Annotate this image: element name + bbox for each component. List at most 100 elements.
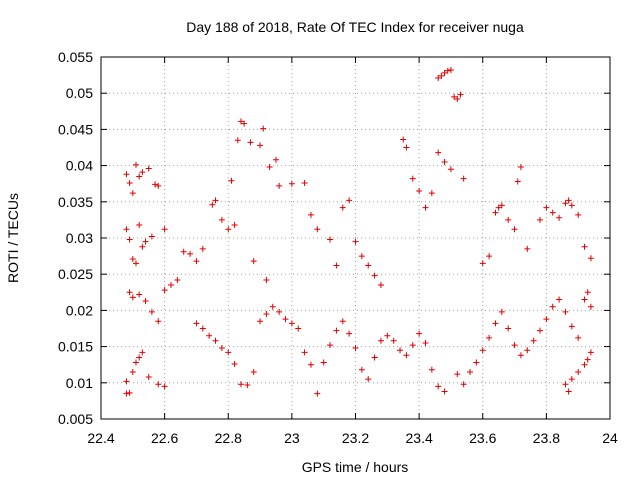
data-point bbox=[479, 260, 486, 267]
data-point bbox=[295, 325, 302, 332]
data-point bbox=[123, 171, 130, 178]
data-point bbox=[358, 253, 365, 260]
data-point bbox=[161, 383, 168, 390]
data-point bbox=[543, 204, 550, 211]
data-point bbox=[403, 352, 410, 359]
data-point bbox=[549, 209, 556, 216]
data-point bbox=[587, 349, 594, 356]
data-point bbox=[454, 371, 461, 378]
y-tick-label: 0.005 bbox=[58, 411, 93, 427]
data-point bbox=[416, 330, 423, 337]
data-point bbox=[276, 308, 283, 315]
data-point bbox=[346, 330, 353, 337]
data-point bbox=[352, 238, 359, 245]
y-tick-label: 0.02 bbox=[66, 302, 93, 318]
data-point bbox=[218, 345, 225, 352]
data-point bbox=[435, 74, 442, 81]
data-point bbox=[581, 296, 588, 303]
x-tick-label: 23.6 bbox=[469, 430, 496, 446]
data-point bbox=[288, 320, 295, 327]
data-point bbox=[517, 164, 524, 171]
data-point bbox=[575, 368, 582, 375]
data-point bbox=[148, 233, 155, 240]
data-point bbox=[247, 139, 254, 146]
data-point bbox=[206, 332, 213, 339]
data-point bbox=[152, 181, 159, 188]
data-point bbox=[237, 118, 244, 125]
data-point bbox=[301, 349, 308, 356]
x-tick-label: 23.2 bbox=[342, 430, 369, 446]
data-point bbox=[562, 381, 569, 388]
data-point bbox=[416, 187, 423, 194]
data-point bbox=[320, 359, 327, 366]
data-points bbox=[123, 67, 594, 397]
data-point bbox=[441, 69, 448, 76]
data-point bbox=[584, 289, 591, 296]
x-tick-label: 23.8 bbox=[533, 430, 560, 446]
data-point bbox=[263, 276, 270, 283]
data-point bbox=[155, 182, 162, 189]
data-point bbox=[126, 389, 133, 396]
data-point bbox=[129, 294, 136, 301]
data-point bbox=[161, 226, 168, 233]
data-point bbox=[136, 221, 143, 228]
data-point bbox=[333, 262, 340, 269]
data-point bbox=[438, 72, 445, 79]
data-point bbox=[575, 334, 582, 341]
data-point bbox=[272, 156, 279, 163]
data-point bbox=[136, 173, 143, 180]
data-point bbox=[212, 337, 219, 344]
data-point bbox=[126, 179, 133, 186]
data-point bbox=[231, 221, 238, 228]
data-point bbox=[556, 296, 563, 303]
data-point bbox=[371, 354, 378, 361]
data-point bbox=[132, 359, 139, 366]
data-point bbox=[428, 190, 435, 197]
data-point bbox=[129, 255, 136, 262]
y-tick-label: 0.03 bbox=[66, 230, 93, 246]
data-point bbox=[263, 311, 270, 318]
x-axis-label: GPS time / hours bbox=[302, 459, 409, 475]
data-point bbox=[498, 202, 505, 209]
data-point bbox=[225, 226, 232, 233]
data-point bbox=[584, 356, 591, 363]
data-point bbox=[435, 383, 442, 390]
data-point bbox=[422, 339, 429, 346]
data-point bbox=[492, 320, 499, 327]
data-point bbox=[537, 216, 544, 223]
data-point bbox=[514, 178, 521, 185]
data-point bbox=[524, 245, 531, 252]
data-point bbox=[260, 125, 267, 132]
data-point bbox=[403, 144, 410, 151]
data-point bbox=[234, 137, 241, 144]
data-point bbox=[365, 376, 372, 383]
x-tick-label: 22.8 bbox=[215, 430, 242, 446]
x-tick-label: 22.6 bbox=[151, 430, 178, 446]
data-point bbox=[457, 91, 464, 98]
x-tick-label: 23 bbox=[284, 430, 300, 446]
data-point bbox=[565, 388, 572, 395]
y-tick-label: 0.04 bbox=[66, 158, 93, 174]
data-point bbox=[129, 368, 136, 375]
data-point bbox=[167, 282, 174, 289]
y-tick-label: 0.025 bbox=[58, 266, 93, 282]
data-point bbox=[530, 337, 537, 344]
chart-title: Day 188 of 2018, Rate Of TEC Index for r… bbox=[186, 19, 524, 35]
data-point bbox=[237, 381, 244, 388]
data-point bbox=[123, 378, 130, 385]
data-point bbox=[568, 323, 575, 330]
data-point bbox=[244, 381, 251, 388]
y-axis-ticks: 0.005 0.01 0.015 0.02 0.025 0.03 0.035 0.04 0.04… bbox=[58, 49, 610, 427]
data-point bbox=[145, 165, 152, 172]
data-point bbox=[132, 161, 139, 168]
data-point bbox=[517, 352, 524, 359]
data-point bbox=[314, 226, 321, 233]
data-point bbox=[377, 337, 384, 344]
data-point bbox=[155, 381, 162, 388]
data-point bbox=[441, 158, 448, 165]
data-point bbox=[123, 226, 130, 233]
data-point bbox=[479, 347, 486, 354]
data-point bbox=[505, 325, 512, 332]
data-point bbox=[180, 248, 187, 255]
